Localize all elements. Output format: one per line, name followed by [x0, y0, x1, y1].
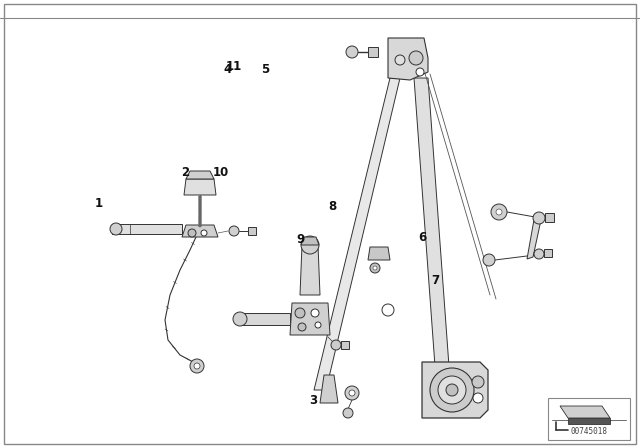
Circle shape — [229, 226, 239, 236]
Circle shape — [343, 408, 353, 418]
Polygon shape — [527, 214, 541, 259]
Text: 9: 9 — [297, 233, 305, 246]
Circle shape — [194, 363, 200, 369]
Bar — [368, 47, 378, 57]
Polygon shape — [184, 179, 216, 195]
Text: 2: 2 — [182, 166, 189, 179]
Circle shape — [373, 266, 377, 270]
Text: 8: 8 — [329, 199, 337, 213]
Circle shape — [409, 51, 423, 65]
Polygon shape — [422, 362, 488, 418]
Text: 1: 1 — [95, 197, 103, 211]
Circle shape — [416, 68, 424, 76]
Circle shape — [446, 384, 458, 396]
Circle shape — [198, 195, 202, 198]
Circle shape — [190, 359, 204, 373]
Circle shape — [473, 393, 483, 403]
Circle shape — [382, 304, 394, 316]
Circle shape — [491, 204, 507, 220]
Polygon shape — [388, 38, 428, 80]
Circle shape — [198, 213, 202, 216]
Circle shape — [472, 376, 484, 388]
Circle shape — [198, 209, 202, 212]
Bar — [545, 213, 554, 222]
Circle shape — [198, 200, 202, 203]
Circle shape — [198, 207, 202, 210]
Polygon shape — [414, 78, 450, 380]
Circle shape — [346, 46, 358, 58]
Circle shape — [534, 249, 544, 259]
Polygon shape — [568, 418, 610, 424]
Polygon shape — [112, 224, 182, 234]
Circle shape — [198, 222, 202, 225]
Circle shape — [198, 204, 202, 207]
Text: 3: 3 — [310, 394, 317, 408]
Circle shape — [198, 215, 202, 218]
Circle shape — [188, 229, 196, 237]
Polygon shape — [182, 225, 218, 237]
Circle shape — [315, 322, 321, 328]
Polygon shape — [301, 237, 319, 245]
Circle shape — [496, 209, 502, 215]
Text: 6: 6 — [419, 231, 426, 244]
Circle shape — [198, 224, 202, 227]
Circle shape — [301, 236, 319, 254]
Circle shape — [533, 212, 545, 224]
Circle shape — [198, 211, 202, 214]
Circle shape — [395, 55, 405, 65]
Polygon shape — [368, 247, 390, 260]
Circle shape — [345, 386, 359, 400]
Bar — [341, 341, 349, 349]
Text: 10: 10 — [212, 166, 229, 179]
Polygon shape — [300, 245, 320, 295]
Circle shape — [311, 309, 319, 317]
Polygon shape — [314, 78, 400, 390]
Polygon shape — [186, 171, 214, 179]
Polygon shape — [320, 375, 338, 403]
Circle shape — [331, 340, 341, 350]
Circle shape — [430, 368, 474, 412]
Circle shape — [298, 323, 306, 331]
Polygon shape — [560, 406, 610, 418]
Bar — [248, 227, 256, 235]
Circle shape — [483, 254, 495, 266]
Circle shape — [198, 198, 202, 201]
Circle shape — [198, 220, 202, 223]
Text: 4: 4 — [223, 63, 231, 76]
Polygon shape — [290, 303, 330, 335]
Circle shape — [110, 223, 122, 235]
Circle shape — [349, 390, 355, 396]
Bar — [544, 249, 552, 257]
Circle shape — [198, 217, 202, 220]
Circle shape — [233, 312, 247, 326]
Text: 11: 11 — [225, 60, 242, 73]
Polygon shape — [240, 313, 290, 325]
Text: 7: 7 — [431, 273, 439, 287]
Circle shape — [370, 263, 380, 273]
Text: 5: 5 — [262, 63, 269, 76]
Circle shape — [295, 308, 305, 318]
Text: 00745018: 00745018 — [570, 427, 607, 436]
Circle shape — [198, 202, 202, 205]
Circle shape — [438, 376, 466, 404]
Bar — [548, 398, 630, 440]
Circle shape — [201, 230, 207, 236]
